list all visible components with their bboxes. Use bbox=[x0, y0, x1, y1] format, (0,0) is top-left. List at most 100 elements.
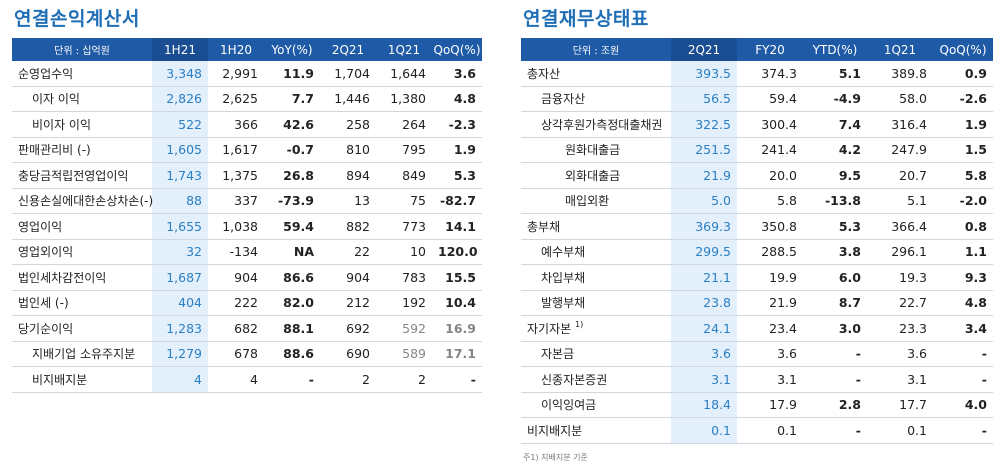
balance-cell: 21.9 bbox=[671, 162, 737, 189]
income-row-label-text: 당기순이익 bbox=[18, 321, 74, 336]
income-cell: -134 bbox=[208, 239, 264, 265]
income-cell: 4 bbox=[208, 366, 264, 393]
income-cell: 82.0 bbox=[264, 290, 320, 316]
balance-row-footnote-marker: 1) bbox=[575, 319, 584, 329]
income-statement-title: 연결손익계산서 bbox=[14, 8, 140, 30]
balance-cell: 21.1 bbox=[671, 264, 737, 291]
balance-cell: 8.7 bbox=[803, 290, 867, 316]
balance-cell: 23.8 bbox=[671, 290, 737, 316]
balance-cell: - bbox=[803, 366, 867, 393]
balance-table-row: 상각후원가측정대출채권 322.5 300.4 7.4 316.4 1.9 bbox=[521, 111, 993, 138]
balance-cell: -2.0 bbox=[933, 188, 993, 214]
balance-row-label-text: 신종자본증권 bbox=[541, 372, 608, 387]
income-cell: 1.9 bbox=[432, 137, 482, 163]
balance-row-label: 총자산 bbox=[521, 61, 671, 87]
balance-row-label-text: 금융자산 bbox=[541, 92, 586, 107]
balance-row-label-text: 비지배지분 bbox=[527, 423, 583, 438]
balance-row-label: 차입부채 bbox=[521, 264, 671, 291]
balance-cell: - bbox=[803, 417, 867, 444]
balance-table-row: 자본금 3.6 3.6-3.6- bbox=[521, 341, 993, 367]
balance-row-label: 자기자본 1) bbox=[521, 315, 671, 342]
income-table-row: 법인세 (-) 404 222 82.0 212 192 10.4 bbox=[12, 290, 482, 316]
income-cell: 2,826 bbox=[152, 86, 208, 112]
income-cell: 13 bbox=[320, 188, 376, 214]
balance-row-label: 상각후원가측정대출채권 bbox=[521, 111, 671, 138]
income-row-label: 지배기업 소유주지분 bbox=[12, 341, 152, 367]
balance-row-label-text: 상각후원가측정대출채권 bbox=[541, 117, 663, 132]
balance-col-header: QoQ(%) bbox=[933, 38, 993, 61]
income-cell: 212 bbox=[320, 290, 376, 316]
balance-table-row: 차입부채 21.1 19.9 6.0 19.3 9.3 bbox=[521, 264, 993, 291]
balance-table-row: 원화대출금 251.5 241.4 4.2 247.9 1.5 bbox=[521, 137, 993, 163]
income-cell: 264 bbox=[376, 111, 432, 138]
income-table-row: 영업이익 1,655 1,038 59.4 882 773 14.1 bbox=[12, 213, 482, 240]
balance-cell: 17.9 bbox=[737, 392, 803, 418]
income-col-header: YoY(%) bbox=[264, 38, 320, 61]
balance-cell: 5.8 bbox=[737, 188, 803, 214]
balance-cell: -4.9 bbox=[803, 86, 867, 112]
balance-cell: -13.8 bbox=[803, 188, 867, 214]
income-table-row: 지배기업 소유주지분 1,279 678 88.6 690 589 17.1 bbox=[12, 341, 482, 367]
balance-row-label: 외화대출금 bbox=[521, 162, 671, 189]
balance-cell: 3.1 bbox=[867, 366, 933, 393]
balance-cell: 241.4 bbox=[737, 137, 803, 163]
balance-row-label: 자본금 bbox=[521, 341, 671, 367]
income-table-row: 충당금적립전영업이익 1,743 1,375 26.8 894 849 5.3 bbox=[12, 162, 482, 189]
income-cell: 4 bbox=[152, 366, 208, 393]
income-cell: 783 bbox=[376, 264, 432, 291]
balance-table-row: 자기자본 1) 24.1 23.4 3.0 23.3 3.4 bbox=[521, 315, 993, 342]
income-table-row: 신용손실에대한손상차손(-) 88 337 -73.9 13 75 -82.7 bbox=[12, 188, 482, 214]
balance-cell: 19.9 bbox=[737, 264, 803, 291]
income-cell: 1,644 bbox=[376, 61, 432, 87]
balance-unit-header: 단위 : 조원 bbox=[521, 38, 671, 61]
balance-row-label: 매입외환 bbox=[521, 188, 671, 214]
balance-cell: 3.6 bbox=[671, 341, 737, 367]
income-cell: 258 bbox=[320, 111, 376, 138]
balance-row-label-text: 총부채 bbox=[527, 219, 561, 234]
balance-sheet-title: 연결재무상태표 bbox=[523, 8, 649, 30]
income-cell: 404 bbox=[152, 290, 208, 316]
balance-cell: 23.3 bbox=[867, 315, 933, 342]
balance-table-row: 매입외환 5.0 5.8 -13.8 5.1 -2.0 bbox=[521, 188, 993, 214]
income-cell: 14.1 bbox=[432, 213, 482, 240]
income-cell: 1,605 bbox=[152, 137, 208, 163]
balance-cell: 17.7 bbox=[867, 392, 933, 418]
balance-row-label: 원화대출금 bbox=[521, 137, 671, 163]
income-cell: 2,991 bbox=[208, 61, 264, 87]
income-row-label-text: 비이자 이익 bbox=[32, 117, 92, 132]
income-cell: 17.1 bbox=[432, 341, 482, 367]
income-cell: 2 bbox=[320, 366, 376, 393]
income-table-row: 판매관리비 (-) 1,605 1,617 -0.7 810 795 1.9 bbox=[12, 137, 482, 163]
balance-cell: - bbox=[933, 341, 993, 367]
income-cell: 1,617 bbox=[208, 137, 264, 163]
balance-cell: 21.9 bbox=[737, 290, 803, 316]
income-cell: 88 bbox=[152, 188, 208, 214]
balance-cell: 56.5 bbox=[671, 86, 737, 112]
income-table-row: 비이자 이익 522 366 42.6 258 264 -2.3 bbox=[12, 111, 482, 138]
balance-col-header: YTD(%) bbox=[803, 38, 867, 61]
income-row-label: 법인세 (-) bbox=[12, 290, 152, 316]
balance-table-row: 이익잉여금 18.4 17.9 2.8 17.7 4.0 bbox=[521, 392, 993, 418]
income-row-label: 충당금적립전영업이익 bbox=[12, 162, 152, 189]
income-row-label-text: 비지배지분 bbox=[32, 372, 88, 387]
balance-cell: 6.0 bbox=[803, 264, 867, 291]
income-row-label-text: 지배기업 소유주지분 bbox=[32, 347, 136, 362]
income-row-label: 법인세차감전이익 bbox=[12, 264, 152, 291]
balance-cell: 20.7 bbox=[867, 162, 933, 189]
income-statement-panel: 연결손익계산서 단위 : 십억원 1H21 1H20 YoY(%) 2Q21 1Q21 Qo… bbox=[12, 0, 482, 393]
income-header-row: 단위 : 십억원 1H21 1H20 YoY(%) 2Q21 1Q21 QoQ(%) bbox=[12, 38, 482, 61]
income-cell: 59.4 bbox=[264, 213, 320, 240]
balance-cell: 3.8 bbox=[803, 239, 867, 265]
balance-cell: 288.5 bbox=[737, 239, 803, 265]
income-cell: 366 bbox=[208, 111, 264, 138]
balance-footnote: 주1) 지배지분 기준 bbox=[523, 452, 588, 462]
balance-header-row: 단위 : 조원 2Q21 FY20 YTD(%) 1Q21 QoQ(%) bbox=[521, 38, 993, 61]
income-row-label: 비지배지분 bbox=[12, 366, 152, 393]
income-row-label-text: 영업외이익 bbox=[18, 245, 74, 260]
income-row-label-text: 법인세 (-) bbox=[18, 296, 69, 311]
balance-cell: 3.6 bbox=[737, 341, 803, 367]
income-row-label-text: 영업이익 bbox=[18, 219, 63, 234]
income-cell: 1,283 bbox=[152, 315, 208, 342]
income-cell: 7.7 bbox=[264, 86, 320, 112]
balance-cell: 316.4 bbox=[867, 111, 933, 138]
